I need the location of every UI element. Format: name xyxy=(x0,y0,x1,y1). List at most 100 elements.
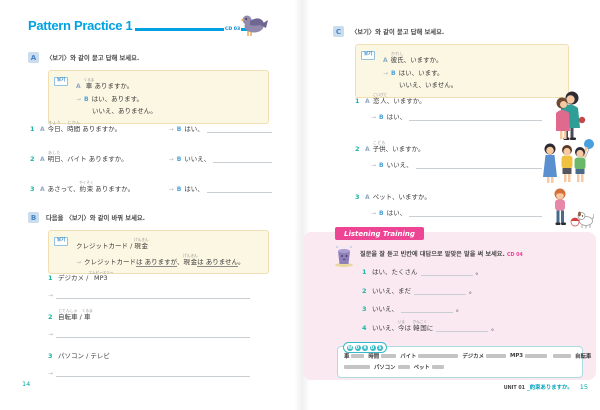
page-title-row: Pattern Practice 1 xyxy=(28,18,258,33)
question-text: 今日きょう、時間じかん ありますか。 xyxy=(47,120,122,133)
section-a-instruction: 〈보기〉와 같이 묻고 답해 보세요. xyxy=(46,55,140,62)
jp-word: 自転車じてんしゃ xyxy=(58,308,78,321)
item-number: 3 xyxy=(30,185,35,193)
speaker-b-label: B xyxy=(84,95,89,103)
speaker-b-label: B xyxy=(176,186,182,193)
arrow-icon: → xyxy=(371,114,377,121)
item-number: 1 xyxy=(30,125,35,133)
question-text: 恋人こいびと、いますか。 xyxy=(372,92,426,105)
answer-blank xyxy=(56,330,250,338)
word-pair: 自転車じてんしゃ / 車くるま xyxy=(58,308,93,321)
answer-blank xyxy=(436,324,489,332)
cd-track-label: CD 03 xyxy=(224,27,242,32)
page-number-left: 14 xyxy=(22,380,31,388)
speaker-a-label: A xyxy=(40,156,45,163)
exercise-item: 2 A 子供こども、いますか。 → B いいえ、 xyxy=(355,140,542,169)
listening-items: 1 はい、たくさん 。 2 いいえ、まだ 。 3 いいえ、 。 4 いいえ、今い… xyxy=(362,264,582,338)
arrow-icon: → xyxy=(371,162,377,169)
answer-blank xyxy=(415,161,542,169)
jp-word: 車くるま xyxy=(81,308,93,321)
word-pair: パソコン / テレビ xyxy=(58,352,110,360)
question-text: 明日あした、バイト ありますか。 xyxy=(47,150,128,163)
jp-word: 韓国かんこく xyxy=(412,318,428,332)
arrow-icon: → xyxy=(168,156,174,163)
unit-label: UNIT 01 xyxy=(503,386,525,391)
three-children-with-balloon-illustration xyxy=(543,139,594,183)
jp-word: 明日あした xyxy=(47,150,61,163)
arrow-icon: → xyxy=(48,370,54,377)
jp-word: 時間じかん xyxy=(67,120,81,133)
jp-word: 今日きょう xyxy=(47,120,61,133)
redacted-translation xyxy=(418,354,459,358)
bird-icon xyxy=(240,15,268,36)
speaker-b-label: B xyxy=(379,114,384,121)
answer-blank xyxy=(401,305,453,313)
jp-word: MP3エムピースリー xyxy=(88,270,114,282)
example-tag: 보기 xyxy=(54,77,69,86)
exercise-item: 2 自転車じてんしゃ / 車くるま → xyxy=(48,308,250,338)
item-number: 3 xyxy=(362,305,367,313)
item-number: 3 xyxy=(48,352,53,360)
answer-start: いいえ、 xyxy=(386,161,413,169)
redacted-translation xyxy=(344,365,370,369)
answer-start: はい、 xyxy=(386,209,407,217)
exercise-item: 1 A 今日きょう、時間じかん ありますか。 → B はい、 xyxy=(30,120,272,133)
section-b-items: 1 デジカメ / MP3エムピースリー → 2 自転車じてんしゃ / 車くるま … xyxy=(48,270,250,387)
example-answer-yes: はい、あります。 xyxy=(91,94,143,103)
words-label: W O R D S xyxy=(343,342,387,353)
jp-word: 子供こども xyxy=(372,140,386,153)
speaker-a-label: A xyxy=(383,57,388,64)
answer-start: はい、 xyxy=(184,125,204,133)
listening-training-banner: Listening Training xyxy=(335,227,424,240)
example-question: 彼氏かれし、いますか。 xyxy=(390,51,443,64)
question-text: あさって、約束やくそく ありますか。 xyxy=(47,180,135,193)
answer-blank xyxy=(213,155,272,163)
redacted-translation xyxy=(525,354,548,358)
title-underline xyxy=(135,28,258,31)
redacted-translation xyxy=(553,354,572,358)
item-number: 2 xyxy=(355,145,360,153)
example-tag: 보기 xyxy=(361,51,376,60)
jp-word: 約束やくそく xyxy=(79,180,94,193)
answer-blank xyxy=(56,291,250,299)
example-answer-no: いいえ、ありません。 xyxy=(92,107,157,115)
item-number: 2 xyxy=(362,286,367,295)
jp-word: 今いま xyxy=(397,318,405,332)
jp-word: 現金げんきん xyxy=(133,237,149,250)
arrow-icon: → xyxy=(48,331,54,338)
example-box-c: 보기 A 彼氏かれし、いますか。 → B はい、います。 いいえ、いません。 xyxy=(355,44,569,98)
answer-blank xyxy=(414,287,466,295)
answer-start: はい、 xyxy=(386,113,407,121)
unit-title: _約束ありますか。 xyxy=(527,385,573,391)
speaker-a-label: A xyxy=(76,83,81,90)
item-number: 1 xyxy=(48,274,53,282)
question-text: 子供こども、いますか。 xyxy=(372,140,425,153)
listening-training-panel: Listening Training 질문을 잘 듣고 빈칸에 대답으로 알맞은… xyxy=(303,227,596,380)
item-number: 4 xyxy=(362,323,367,332)
redacted-translation xyxy=(431,365,444,369)
jp-word: 現金げんきん xyxy=(183,252,198,266)
answer-blank xyxy=(206,125,272,133)
redacted-translation xyxy=(351,354,365,358)
arrow-icon: → xyxy=(168,186,174,193)
section-b: B 다음을 〈보기〉와 같이 바꿔 보세요. 보기 クレジットカード / 現金げ… xyxy=(28,212,272,274)
answer-start: はい、 xyxy=(184,185,204,193)
section-a: A 〈보기〉와 같이 묻고 답해 보세요. 보기 A 車くるま ありますか。 →… xyxy=(28,52,272,124)
section-c-badge: C xyxy=(333,26,344,37)
example-question: 車くるま ありますか。 xyxy=(83,77,134,90)
arrow-icon: → xyxy=(168,126,174,133)
arrow-icon: → xyxy=(383,69,389,77)
page-footer-right: UNIT 01 _約束ありますか。 15 xyxy=(504,383,588,391)
section-c: C 〈보기〉와 같이 묻고 답해 보세요. 보기 A 彼氏かれし、いますか。 →… xyxy=(333,26,585,98)
couple-hugging-illustration xyxy=(556,91,586,140)
section-b-badge: B xyxy=(28,212,39,223)
listening-item: 3 いいえ、 。 xyxy=(362,305,463,313)
answer-blank xyxy=(206,185,272,193)
example-answer-no: いいえ、いません。 xyxy=(399,81,458,89)
answer-blank xyxy=(409,113,542,121)
section-c-instruction: 〈보기〉와 같이 묻고 답해 보세요. xyxy=(351,29,445,36)
item-number: 2 xyxy=(48,313,53,321)
jp-word: 恋人こいびと xyxy=(372,92,388,105)
question-text: ペット、いますか。 xyxy=(372,193,431,201)
girl-with-dog-and-ball-illustration xyxy=(554,188,594,229)
